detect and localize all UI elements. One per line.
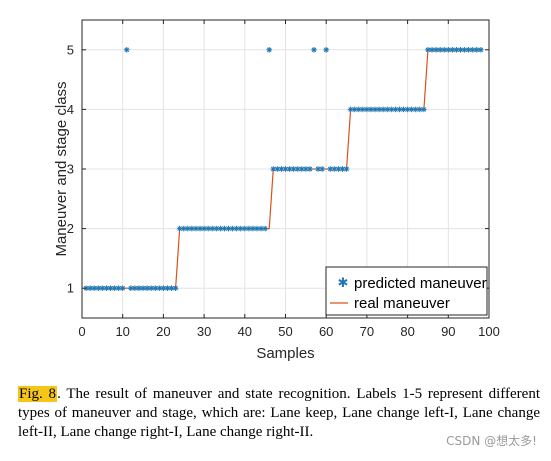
predicted-point bbox=[168, 285, 175, 291]
predicted-point bbox=[262, 225, 268, 232]
predicted-point bbox=[217, 225, 224, 232]
predicted-point bbox=[307, 166, 313, 172]
predicted-point bbox=[91, 285, 98, 291]
y-tick-label: 1 bbox=[67, 281, 74, 296]
x-tick-label: 30 bbox=[197, 324, 211, 339]
predicted-point bbox=[384, 106, 391, 113]
watermark: CSDN @想太多! bbox=[446, 434, 537, 448]
predicted-point bbox=[376, 106, 382, 113]
legend-marker-predicted: ✱ bbox=[338, 276, 349, 291]
legend-label-real: real maneuver bbox=[354, 295, 450, 312]
x-tick-label: 80 bbox=[400, 324, 414, 339]
predicted-point bbox=[364, 106, 370, 113]
predicted-point bbox=[323, 47, 329, 53]
x-tick-label: 0 bbox=[78, 324, 85, 339]
x-tick-label: 20 bbox=[156, 324, 170, 339]
predicted-point bbox=[132, 285, 138, 291]
predicted-point bbox=[115, 285, 122, 291]
predicted-point bbox=[123, 47, 130, 53]
y-axis-label: Maneuver and stage class bbox=[53, 81, 70, 256]
predicted-point bbox=[225, 225, 232, 232]
legend-box bbox=[325, 266, 488, 316]
chart-figure: 0 10 20 30 40 50 60 70 80 90 100 1 2 3 4 5 Samples Mane… bbox=[53, 19, 500, 362]
predicted-point bbox=[176, 225, 183, 232]
predicted-point bbox=[185, 225, 191, 232]
predicted-point bbox=[99, 285, 106, 291]
predicted-point bbox=[343, 166, 350, 172]
predicted-point bbox=[119, 285, 126, 291]
predicted-point bbox=[421, 106, 427, 113]
x-tick-label: 90 bbox=[441, 324, 455, 339]
figure-caption: Fig. 8. The result of maneuver and state… bbox=[18, 385, 540, 442]
predicted-point bbox=[445, 47, 452, 53]
caption-fig-label: Fig. 8 bbox=[18, 386, 58, 402]
x-tick-label: 60 bbox=[319, 324, 333, 339]
predicted-point bbox=[95, 285, 102, 291]
y-tick-label: 2 bbox=[67, 221, 74, 236]
predicted-point bbox=[282, 166, 289, 172]
x-tick-label: 40 bbox=[238, 324, 252, 339]
legend-label-predicted: predicted maneuver bbox=[354, 275, 487, 292]
x-axis-label: Samples bbox=[256, 345, 314, 362]
x-tick-label: 10 bbox=[115, 324, 129, 339]
predicted-point bbox=[160, 285, 167, 291]
predicted-point bbox=[425, 47, 431, 53]
predicted-point bbox=[355, 106, 362, 113]
axis-ticks: 0 10 20 30 40 50 60 70 80 90 100 1 2 3 4 5 bbox=[67, 20, 500, 339]
predicted-point bbox=[266, 47, 273, 53]
caption-text: . The result of maneuver and state recog… bbox=[18, 386, 541, 440]
x-tick-label: 50 bbox=[278, 324, 292, 339]
series-predicted-maneuver bbox=[83, 47, 484, 291]
x-tick-label: 100 bbox=[478, 324, 500, 339]
chart-svg: 0 10 20 30 40 50 60 70 80 90 100 1 2 3 4 5 Samples Mane… bbox=[53, 19, 500, 362]
predicted-point bbox=[298, 166, 305, 172]
y-tick-label: 4 bbox=[67, 102, 74, 117]
predicted-point bbox=[478, 47, 484, 53]
predicted-point bbox=[429, 47, 435, 53]
legend: ✱ predicted maneuver real maneuver bbox=[325, 266, 488, 316]
predicted-point bbox=[319, 166, 325, 172]
predicted-point bbox=[437, 47, 443, 53]
y-tick-label: 5 bbox=[67, 42, 74, 57]
y-tick-label: 3 bbox=[67, 162, 74, 177]
predicted-point bbox=[311, 47, 317, 53]
predicted-point bbox=[189, 225, 195, 232]
predicted-point bbox=[473, 47, 480, 53]
x-tick-label: 70 bbox=[360, 324, 374, 339]
predicted-point bbox=[172, 285, 179, 291]
predicted-point bbox=[303, 166, 309, 172]
predicted-point bbox=[408, 106, 415, 113]
